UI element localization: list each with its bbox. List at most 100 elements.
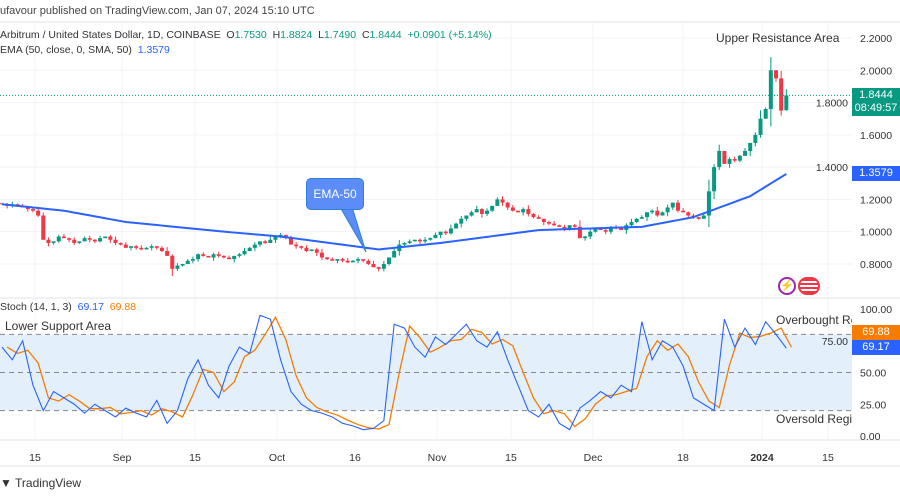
y-tick-label: 1.4000	[816, 162, 848, 174]
candle	[170, 254, 175, 276]
candle	[335, 259, 340, 264]
candle	[330, 257, 335, 261]
candle	[216, 251, 221, 258]
x-tick-label: 15	[822, 452, 834, 464]
candle	[247, 247, 252, 252]
candle	[387, 257, 391, 266]
tradingview-logo-icon: ▼	[0, 476, 12, 490]
candle	[67, 237, 72, 243]
candle	[268, 236, 273, 243]
candle	[159, 246, 164, 253]
candle	[294, 242, 299, 249]
candle	[572, 223, 577, 228]
candle	[464, 215, 469, 221]
candle	[510, 205, 515, 212]
candle	[779, 70, 784, 116]
candle	[412, 239, 417, 242]
candle	[41, 212, 46, 240]
candle	[469, 210, 474, 217]
symbol-name[interactable]: Arbitrum / United States Dollar, 1D, COI…	[0, 29, 221, 41]
candle	[531, 213, 536, 219]
candle	[325, 256, 330, 260]
candle	[706, 179, 711, 228]
x-tick-label: 15	[189, 452, 201, 464]
stoch-k-tag: 69.17	[852, 340, 900, 355]
candle	[526, 205, 531, 217]
candle	[634, 217, 639, 224]
candle	[252, 242, 257, 252]
candle	[650, 209, 655, 215]
candle	[118, 242, 123, 246]
candle	[134, 244, 139, 250]
x-tick-label: Dec	[584, 452, 603, 464]
candle	[304, 245, 309, 253]
candle	[727, 157, 732, 168]
candle	[314, 247, 319, 256]
candle	[56, 234, 61, 243]
stoch-legend[interactable]: Stoch (14, 1, 3) 69.17 69.88	[0, 301, 137, 313]
candle	[139, 245, 144, 251]
candle	[366, 259, 371, 266]
candle	[149, 244, 154, 251]
published-line: ufavour published on TradingView.com, Ja…	[0, 5, 315, 17]
candle	[144, 247, 149, 250]
candle	[768, 57, 773, 127]
candle	[407, 239, 412, 244]
candle	[165, 247, 170, 256]
candle	[645, 212, 649, 222]
candle	[588, 228, 593, 240]
candle	[371, 260, 376, 268]
candle	[500, 196, 505, 206]
overbought-label: Overbought Re	[776, 313, 852, 327]
candle	[675, 200, 680, 213]
candle	[583, 235, 588, 241]
lightning-icon[interactable]: ⚡	[778, 277, 796, 295]
candle	[454, 222, 459, 229]
candle	[536, 215, 541, 219]
tradingview-brand[interactable]: ▼ TradingView	[0, 476, 82, 490]
symbol-legend: Arbitrum / United States Dollar, 1D, COI…	[0, 29, 492, 41]
candle	[748, 142, 753, 157]
candle	[299, 245, 304, 250]
ema-legend[interactable]: EMA (50, close, 0, SMA, 50) 1.3579	[0, 44, 170, 56]
candle	[438, 231, 443, 239]
candle	[516, 210, 520, 213]
candle	[221, 255, 226, 259]
candle	[340, 257, 345, 263]
oversold-label: Oversold Regi	[776, 412, 852, 426]
candle	[123, 242, 128, 248]
candle	[665, 204, 670, 217]
candle	[232, 255, 237, 263]
candle	[423, 237, 428, 244]
stoch-k-line	[1, 314, 787, 431]
candle	[619, 228, 624, 231]
candle	[443, 230, 448, 236]
candle	[629, 218, 634, 228]
candle	[758, 110, 763, 138]
candle	[392, 248, 397, 258]
ema-50-callout: EMA-50	[306, 178, 364, 210]
lower-support-label: Lower Support Area	[5, 319, 112, 333]
candle	[722, 150, 727, 164]
stoch-tick-label: 25.00	[860, 399, 886, 411]
x-tick-label: 15	[29, 452, 41, 464]
candle	[206, 255, 211, 258]
candle	[263, 240, 268, 244]
candle	[30, 207, 35, 213]
candle	[448, 224, 453, 235]
x-tick-label: Sep	[113, 452, 132, 464]
us-flag-icon[interactable]	[798, 277, 820, 295]
candle	[61, 233, 66, 239]
candle	[180, 263, 185, 267]
candle	[190, 256, 195, 264]
candle	[763, 107, 768, 119]
candle	[129, 246, 133, 251]
candle	[696, 217, 701, 220]
candle	[0, 203, 4, 205]
candle	[51, 241, 56, 245]
stoch-tick-label: 75.00	[822, 336, 848, 348]
candle	[376, 266, 381, 272]
candle	[552, 221, 557, 227]
candle	[505, 201, 510, 211]
